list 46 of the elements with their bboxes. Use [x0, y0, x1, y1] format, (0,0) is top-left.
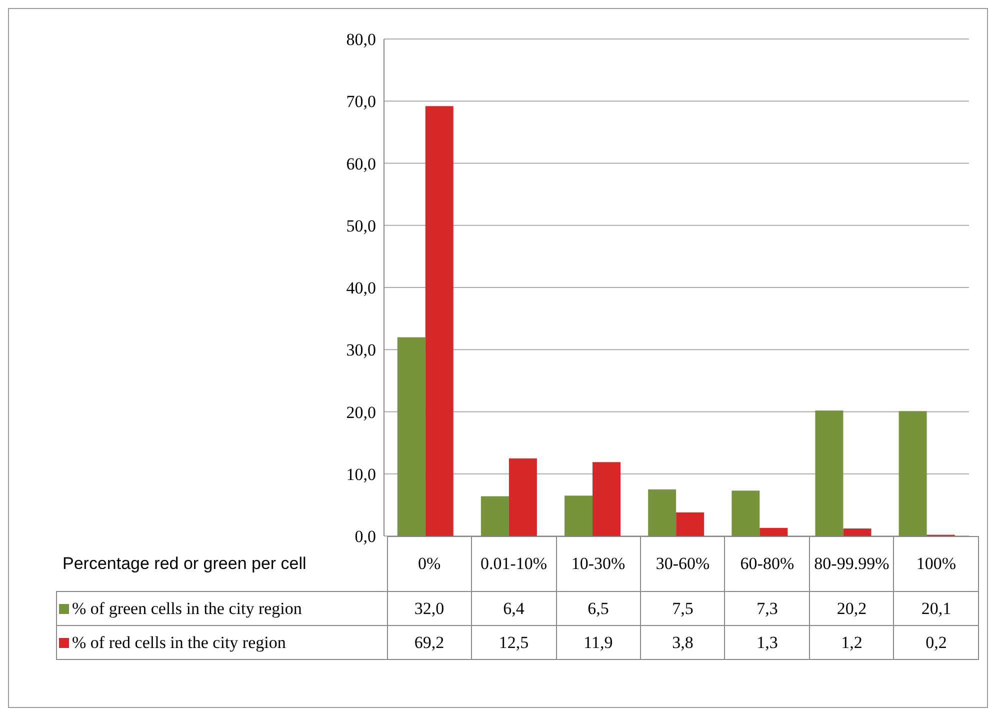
x-tick-label: 10-30%: [556, 536, 640, 592]
data-label: 20,1: [894, 592, 978, 626]
data-label: 6,5: [556, 592, 640, 626]
data-label: 7,3: [724, 592, 810, 626]
y-tick-label: 60,0: [346, 154, 376, 174]
y-tick-label: 40,0: [346, 278, 376, 298]
data-label: 32,0: [387, 592, 472, 626]
data-label: 20,2: [809, 592, 894, 626]
x-tick-label: 30-60%: [640, 536, 725, 592]
x-axis-title: Percentage red or green per cell: [62, 554, 306, 573]
bar: [425, 106, 454, 536]
data-label: 69,2: [387, 626, 472, 660]
x-tick-label: 100%: [894, 536, 978, 592]
legend-label: % of green cells in the city region: [56, 592, 388, 626]
y-tick-label: 70,0: [346, 92, 376, 112]
x-tick-label: 80-99.99%: [809, 536, 894, 592]
x-tick-label: 0%: [387, 536, 472, 592]
bar: [843, 528, 872, 536]
bar: [592, 462, 621, 536]
bar: [732, 490, 760, 536]
x-tick-label: 0.01-10%: [472, 536, 556, 592]
y-tick-label: 30,0: [346, 340, 376, 360]
bar: [508, 458, 537, 536]
y-tick-label: 20,0: [346, 402, 376, 422]
bar: [397, 337, 426, 536]
data-label: 6,4: [472, 592, 556, 626]
data-label: 3,8: [640, 626, 725, 660]
legend-label: % of red cells in the city region: [56, 626, 388, 660]
bar: [676, 512, 704, 536]
y-tick-label: 50,0: [346, 216, 376, 236]
bar: [480, 496, 509, 536]
data-label: 7,5: [640, 592, 725, 626]
data-label: 11,9: [556, 626, 640, 660]
y-tick-label: 10,0: [346, 464, 376, 484]
bar: [815, 410, 844, 536]
bar: [648, 489, 676, 536]
bar: [898, 411, 927, 536]
data-label: 1,2: [809, 626, 894, 660]
bar: [760, 528, 788, 536]
y-tick-label: 80,0: [346, 30, 376, 50]
data-label: 0,2: [894, 626, 978, 660]
y-tick-label: 0,0: [354, 527, 376, 546]
data-label: 1,3: [724, 626, 810, 660]
data-label: 12,5: [472, 626, 556, 660]
x-tick-label: 60-80%: [724, 536, 810, 592]
bar: [564, 496, 593, 536]
